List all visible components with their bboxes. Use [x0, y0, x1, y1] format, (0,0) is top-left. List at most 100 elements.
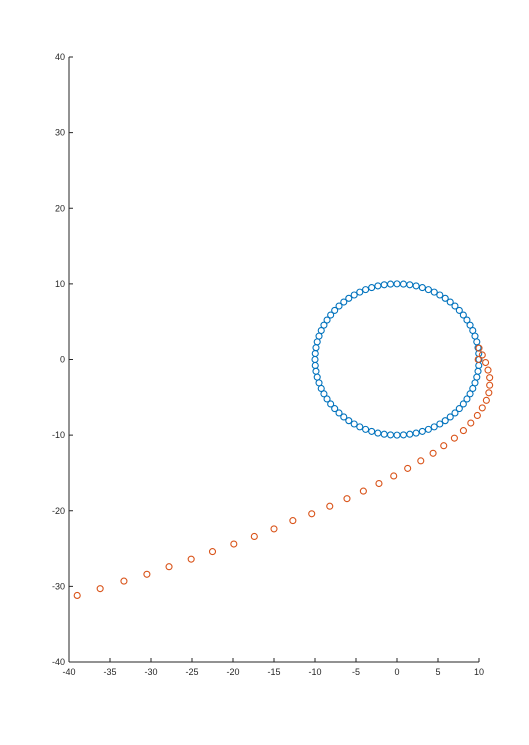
data-point — [473, 411, 481, 420]
data-point — [374, 429, 382, 437]
data-point — [368, 427, 376, 435]
data-point — [486, 381, 494, 389]
data-point — [362, 286, 370, 294]
data-point — [315, 332, 323, 340]
data-point — [335, 409, 343, 417]
x-tick-label: -5 — [352, 667, 360, 677]
data-point — [320, 321, 328, 329]
data-point — [313, 338, 321, 346]
data-point — [412, 282, 420, 290]
y-tick-label: -10 — [52, 430, 65, 440]
x-tick-label: -20 — [226, 667, 239, 677]
data-point — [412, 429, 420, 437]
data-point — [440, 442, 448, 450]
data-point — [96, 585, 104, 593]
data-point — [485, 389, 493, 397]
data-point — [478, 404, 486, 412]
y-tick-label: 20 — [55, 203, 65, 213]
x-tick-label: -15 — [267, 667, 280, 677]
data-point — [331, 306, 339, 314]
data-point — [474, 355, 482, 364]
data-point — [474, 367, 482, 375]
data-point — [356, 288, 364, 296]
data-point — [368, 284, 376, 292]
data-point — [312, 344, 320, 352]
data-point — [406, 281, 414, 289]
data-point — [289, 517, 297, 525]
data-point — [430, 423, 438, 431]
data-point — [406, 430, 414, 438]
data-point — [393, 431, 401, 439]
y-tick-label: 10 — [55, 279, 65, 289]
data-point — [451, 302, 459, 310]
data-point — [345, 294, 353, 302]
data-point — [335, 302, 343, 310]
data-point — [343, 495, 351, 503]
data-point — [459, 400, 467, 408]
data-point — [120, 577, 128, 585]
data-point — [478, 351, 486, 359]
data-point — [463, 395, 471, 403]
data-point — [311, 361, 319, 370]
data-point — [350, 291, 358, 299]
data-point — [475, 361, 483, 370]
data-point — [469, 326, 477, 335]
data-point — [424, 425, 432, 433]
data-point — [356, 423, 364, 431]
data-point — [386, 280, 395, 288]
data-point — [311, 349, 319, 358]
data-point — [165, 563, 173, 571]
data-point — [467, 419, 475, 427]
data-point — [375, 479, 383, 488]
data-point — [486, 374, 494, 382]
data-point — [311, 355, 319, 364]
data-point — [436, 420, 444, 428]
data-points — [73, 280, 494, 600]
x-tick-label: -35 — [103, 667, 116, 677]
data-point — [380, 430, 388, 438]
x-tick-label: -25 — [185, 667, 198, 677]
data-point — [312, 367, 320, 375]
x-tick-label: -40 — [62, 667, 75, 677]
data-point — [473, 338, 481, 346]
data-point — [450, 434, 458, 442]
data-point — [482, 358, 490, 367]
data-point — [313, 373, 321, 381]
data-point — [393, 280, 401, 288]
y-tick-label: 0 — [60, 355, 65, 365]
data-point — [308, 510, 316, 518]
data-point — [430, 288, 438, 296]
axes — [68, 57, 479, 663]
data-point — [455, 405, 463, 413]
data-point — [331, 405, 339, 413]
x-tick-label: -10 — [308, 667, 321, 677]
data-point — [475, 344, 483, 352]
data-point — [345, 417, 353, 425]
data-point — [208, 548, 217, 556]
y-tick-label: 30 — [55, 128, 65, 138]
data-point — [466, 321, 474, 329]
data-point — [459, 311, 467, 319]
data-point — [399, 431, 408, 439]
data-point — [441, 417, 449, 425]
y-tick-label: -40 — [52, 657, 65, 667]
data-point — [386, 431, 395, 439]
data-point — [482, 396, 490, 404]
data-point — [441, 294, 449, 302]
series-1 — [311, 280, 483, 439]
data-point — [327, 400, 335, 408]
x-tick-label: 5 — [435, 667, 440, 677]
data-point — [424, 286, 432, 294]
y-tick-label: -30 — [52, 581, 65, 591]
data-point — [340, 413, 348, 421]
data-point — [404, 464, 412, 472]
data-point — [446, 413, 454, 421]
y-tick-label: -20 — [52, 506, 65, 516]
ticks: -40 -35 -30 -25 -20 -15 -10 -5 0 5 10 -40 -30 -20 -10 0… — [52, 52, 484, 677]
series-2 — [73, 344, 494, 600]
data-point — [320, 390, 328, 398]
data-point — [350, 420, 358, 428]
data-point — [362, 425, 370, 433]
data-point — [471, 379, 479, 387]
data-point — [323, 316, 331, 324]
